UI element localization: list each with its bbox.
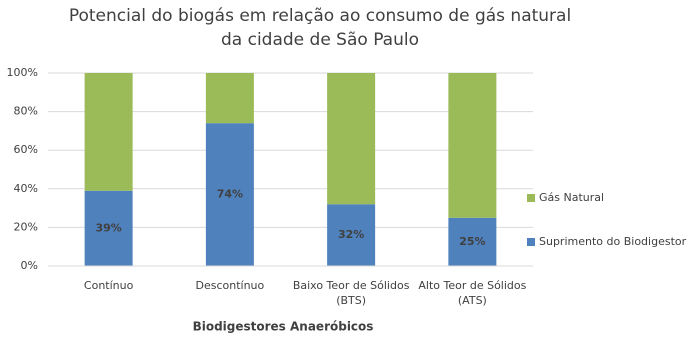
- x-tick-label: Baixo Teor de Sólidos (BTS): [292, 279, 410, 307]
- chart-title: Potencial do biogás em relação ao consum…: [68, 6, 572, 26]
- data-label: 25%: [459, 235, 485, 248]
- bar-segment: [84, 190, 133, 266]
- bar-segment: [327, 73, 376, 205]
- x-tick-label: Contínuo: [83, 279, 134, 292]
- legend-label: Gás Natural: [539, 191, 604, 204]
- bar-segment: [327, 204, 376, 266]
- y-tick-label: 100%: [7, 66, 38, 79]
- x-axis-title: Biodigestores Anaeróbicos: [193, 320, 374, 334]
- legend-swatch: [527, 194, 535, 202]
- x-tick-label: Alto Teor de Sólidos (ATS): [418, 279, 527, 307]
- bar-segment: [205, 123, 254, 267]
- y-tick-label: 80%: [14, 105, 38, 118]
- y-tick-label: 60%: [14, 143, 38, 156]
- legend-label: Suprimento do Biodigestor: [539, 235, 687, 248]
- y-tick-label: 20%: [14, 220, 38, 233]
- data-label: 74%: [217, 188, 243, 201]
- y-tick-label: 0%: [21, 259, 38, 272]
- data-label: 32%: [338, 228, 364, 241]
- legend-swatch: [527, 238, 535, 246]
- bar-segment: [448, 73, 497, 218]
- bar-segment: [84, 73, 133, 191]
- data-label: 39%: [95, 221, 121, 234]
- bar-segment: [205, 73, 254, 124]
- y-tick-label: 40%: [14, 182, 38, 195]
- bar-segment: [448, 217, 497, 266]
- chart-title: da cidade de São Paulo: [220, 30, 419, 50]
- x-tick-label: Descontínuo: [195, 279, 265, 292]
